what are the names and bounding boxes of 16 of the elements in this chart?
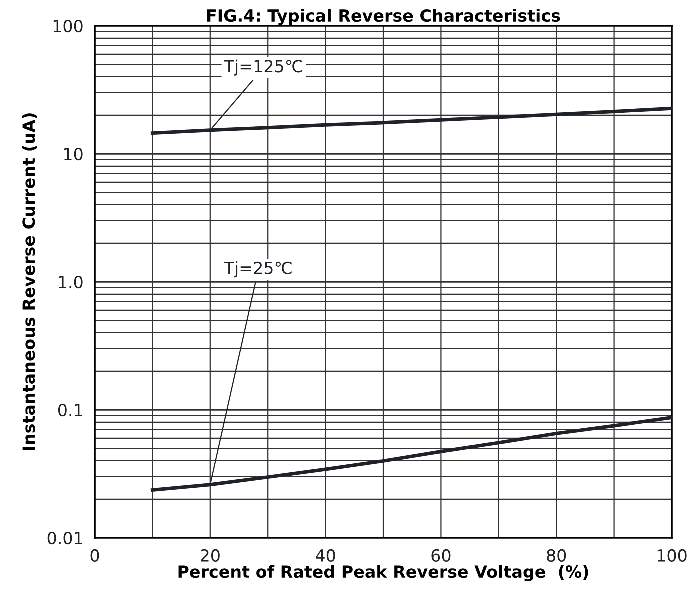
y-tick-label: 0.01 [48,532,82,545]
y-tick-label: 10 [64,148,83,161]
text: Tj=25℃ [224,262,292,278]
x-tick-label: 100 [658,549,687,562]
x-tick-label: 20 [201,549,220,562]
x-tick-label: 60 [432,549,451,562]
chart-title: FIG.4: Typical Reverse Characteristics [208,9,560,26]
text: Tj=125℃ [224,60,302,76]
y-axis-title: Instantaneous Reverse Current (uA) [22,114,38,450]
y-tick-label: 100 [54,20,83,33]
x-tick-label: 80 [547,549,566,562]
x-tick-label: 0 [90,549,100,562]
x-axis-title: Percent of Rated Peak Reverse Voltage (%) [178,565,588,582]
y-tick-label: 0.1 [58,404,82,417]
y-tick-label: 1.0 [59,276,83,289]
x-tick-label: 40 [316,549,336,562]
